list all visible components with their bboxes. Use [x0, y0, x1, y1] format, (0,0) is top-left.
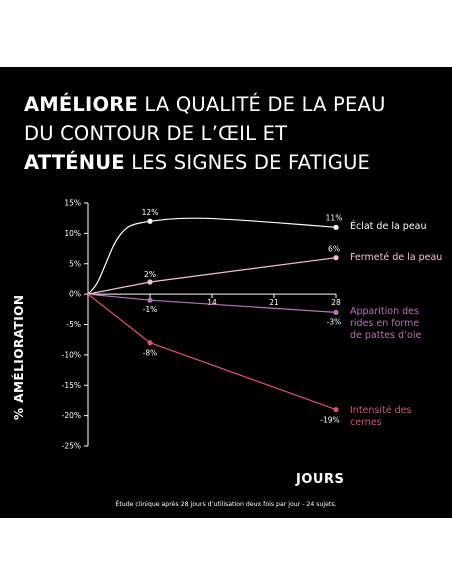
- headline-emphasis-1: AMÉLIORE: [24, 93, 139, 116]
- series-name-line: Éclat de la peau: [350, 221, 427, 232]
- x-tick-label: 28: [331, 298, 341, 307]
- series-name-line: de pattes d’oie: [350, 330, 422, 341]
- y-tick-label: -5%: [66, 320, 81, 329]
- data-point: [147, 218, 153, 224]
- x-tick-label: 14: [207, 298, 217, 307]
- data-label: 11%: [326, 213, 343, 222]
- y-tick-label: -25%: [62, 442, 81, 451]
- y-tick-label: 5%: [69, 259, 81, 268]
- series-line: [87, 257, 337, 295]
- y-tick-label: 0%: [69, 290, 81, 299]
- y-tick-label: -20%: [62, 411, 81, 420]
- y-tick-label: -15%: [62, 381, 81, 390]
- series-name-line: Apparition des: [350, 306, 419, 317]
- y-tick-label: -10%: [62, 350, 81, 359]
- data-label: -8%: [143, 349, 158, 358]
- data-label: -3%: [327, 317, 342, 326]
- series-name-line: Fermeté de la peau: [350, 252, 443, 263]
- series-name-label: Éclat de la peau: [350, 221, 427, 233]
- headline: AMÉLIORE LA QUALITÉ DE LA PEAU DU CONTOU…: [24, 90, 386, 177]
- data-label: 2%: [144, 270, 156, 279]
- data-label: -1%: [143, 305, 158, 314]
- series-name-label: Apparition des rides en forme de pattes d’…: [350, 306, 421, 342]
- data-label: -19%: [320, 416, 339, 425]
- series-name-label: Fermeté de la peau: [350, 252, 442, 264]
- headline-line-1: AMÉLIORE LA QUALITÉ DE LA PEAU: [24, 90, 386, 119]
- series-line: [87, 293, 337, 411]
- data-point: [333, 224, 339, 230]
- series-name-label: Intensité des cernes: [350, 405, 411, 429]
- data-point: [333, 309, 339, 315]
- series-line: [87, 217, 337, 295]
- headline-line-2: DU CONTOUR DE L’ŒIL ET: [24, 122, 288, 145]
- headline-text-1: LA QUALITÉ DE LA PEAU: [138, 93, 386, 116]
- footnote: Étude clinique après 28 jours d’utilisat…: [115, 501, 337, 508]
- data-label: 6%: [328, 245, 340, 254]
- series-name-line: rides en forme: [350, 318, 420, 329]
- data-point: [147, 340, 153, 346]
- series-name-line: cernes: [350, 417, 382, 428]
- data-point: [333, 255, 339, 261]
- series-name-line: Intensité des: [350, 405, 412, 416]
- x-tick-label: 21: [269, 298, 279, 307]
- data-point: [147, 297, 153, 303]
- headline-line-3: ATTÉNUE LES SIGNES DE FATIGUE: [24, 148, 386, 177]
- headline-emphasis-3: ATTÉNUE: [24, 151, 125, 174]
- data-point: [333, 406, 339, 413]
- x-axis-label: JOURS: [296, 472, 345, 487]
- headline-text-3: LES SIGNES DE FATIGUE: [124, 151, 371, 174]
- chart-panel: [0, 67, 452, 518]
- y-tick-label: 15%: [64, 199, 81, 208]
- data-point: [147, 279, 153, 285]
- y-tick-label: 10%: [64, 229, 81, 238]
- data-label: 12%: [142, 208, 159, 217]
